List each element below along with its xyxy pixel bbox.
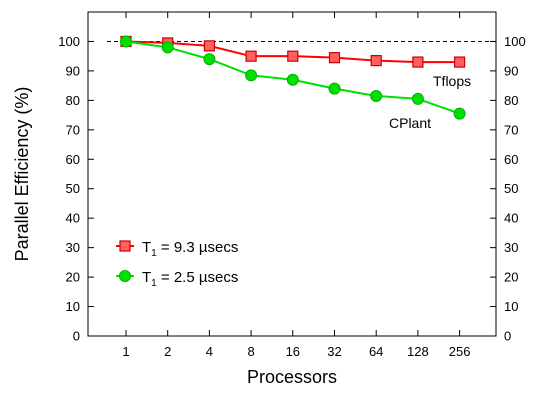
series-layer xyxy=(120,35,466,120)
y-tick-label-right: 70 xyxy=(504,122,518,137)
x-tick-label: 8 xyxy=(247,344,254,359)
data-point-cplant xyxy=(120,35,132,48)
y-tick-label-left: 100 xyxy=(58,34,80,49)
data-point-tflops xyxy=(370,54,382,67)
y-tick-label-left: 70 xyxy=(66,122,80,137)
data-point-cplant xyxy=(203,53,216,66)
data-point-cplant xyxy=(453,107,466,120)
data-point-cplant xyxy=(161,41,174,54)
y-tick-label-left: 40 xyxy=(66,211,80,226)
y-tick-label-right: 50 xyxy=(504,181,518,196)
data-point-cplant xyxy=(328,82,341,95)
y-tick-label-left: 30 xyxy=(66,240,80,255)
legend-label-cplant: T1 = 2.5 µsecs xyxy=(142,269,238,289)
y-axis-title: Parallel Efficiency (%) xyxy=(12,87,32,262)
y-tick-label-left: 90 xyxy=(66,63,80,78)
legend-marker-tflops xyxy=(119,240,131,252)
y-tick-label-left: 20 xyxy=(66,270,80,285)
series-cplant xyxy=(120,35,466,120)
legend-marker-cplant xyxy=(119,270,131,282)
y-tick-label-left: 10 xyxy=(66,299,80,314)
data-point-tflops xyxy=(328,52,341,64)
data-point-tflops xyxy=(245,50,257,62)
x-axis: 1 2 4 8 16 32 64 128 256 xyxy=(122,12,470,359)
y-tick-label-left: 0 xyxy=(73,329,80,344)
y-tick-label-right: 80 xyxy=(504,93,518,108)
y-tick-label-right: 90 xyxy=(504,63,518,78)
x-tick-label: 64 xyxy=(369,344,383,359)
x-tick-label: 32 xyxy=(327,344,341,359)
legend-item-tflops: T1 = 9.3 µsecs xyxy=(116,239,238,259)
data-point-tflops xyxy=(287,50,299,62)
y-tick-label-right: 20 xyxy=(504,270,518,285)
y-tick-label-left: 50 xyxy=(66,181,80,196)
y-tick-label-right: 10 xyxy=(504,299,518,314)
y-tick-label-left: 60 xyxy=(66,152,80,167)
x-tick-label: 16 xyxy=(286,344,300,359)
x-tick-label: 2 xyxy=(164,344,171,359)
legend: T1 = 9.3 µsecs T1 = 2.5 µsecs xyxy=(116,239,238,289)
x-tick-label: 128 xyxy=(407,344,429,359)
data-point-tflops xyxy=(412,56,424,68)
annotation-cplant: CPlant xyxy=(389,115,431,131)
y-axis-right: 0 10 20 30 40 50 60 70 80 90 100 xyxy=(490,34,526,344)
y-tick-label-right: 100 xyxy=(504,34,526,49)
x-axis-title: Processors xyxy=(247,367,337,387)
y-axis-left: 0 10 20 30 40 50 60 70 80 90 100 xyxy=(58,34,94,344)
data-point-tflops xyxy=(203,40,215,52)
data-point-tflops xyxy=(454,56,466,68)
x-tick-label: 256 xyxy=(449,344,471,359)
y-tick-label-right: 40 xyxy=(504,211,518,226)
x-tick-label: 1 xyxy=(122,344,129,359)
y-tick-label-right: 0 xyxy=(504,329,511,344)
y-tick-label-right: 30 xyxy=(504,240,518,255)
x-tick-label: 4 xyxy=(206,344,213,359)
legend-item-cplant: T1 = 2.5 µsecs xyxy=(116,269,238,289)
plot-frame xyxy=(87,11,497,337)
y-tick-label-left: 80 xyxy=(66,93,80,108)
legend-label-tflops: T1 = 9.3 µsecs xyxy=(142,239,238,259)
annotation-tflops: Tflops xyxy=(433,73,471,89)
data-point-cplant xyxy=(245,69,258,82)
data-point-cplant xyxy=(411,92,424,105)
y-tick-label-right: 60 xyxy=(504,152,518,167)
data-point-cplant xyxy=(370,89,383,102)
data-point-cplant xyxy=(286,73,299,86)
